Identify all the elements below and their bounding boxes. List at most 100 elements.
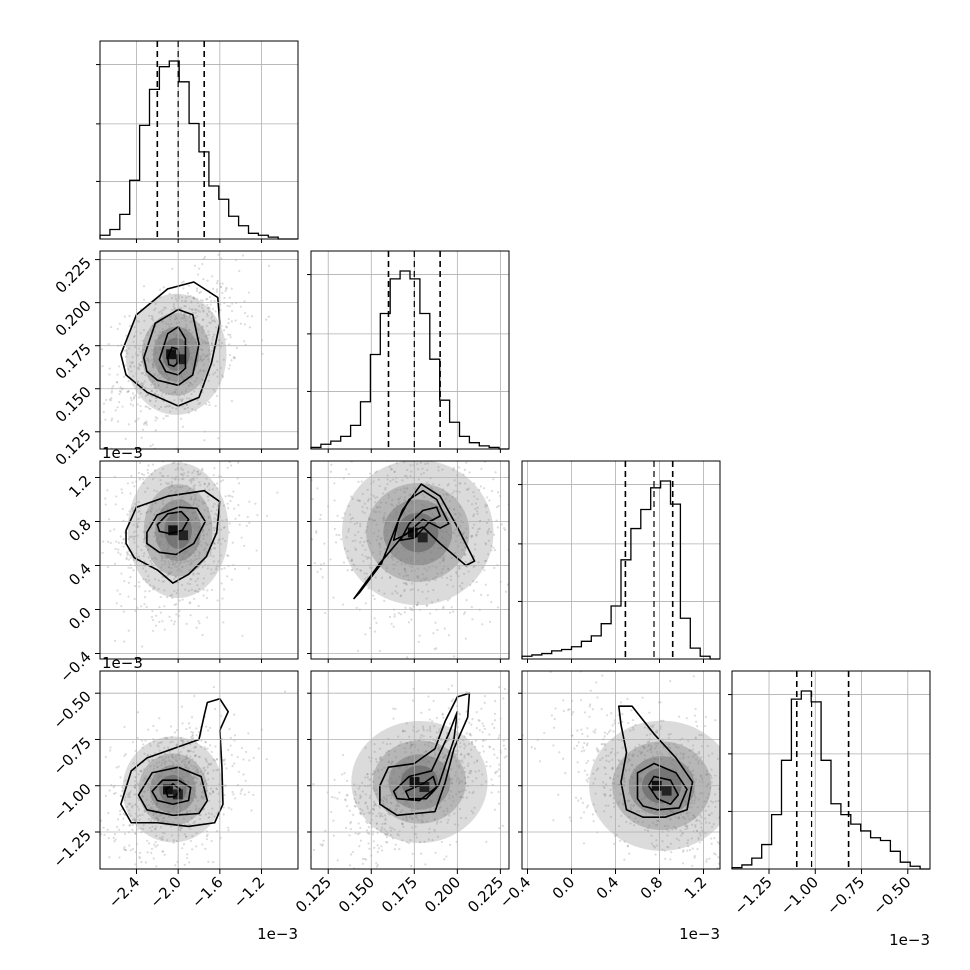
scatter-point [516,811,518,813]
scatter-point [181,565,184,568]
scatter-point [139,391,142,395]
scatter-point [160,516,163,519]
scatter-point [383,538,387,541]
scatter-point [195,289,199,292]
scatter-point [130,535,133,538]
scatter-point [436,628,439,632]
scatter-point [386,540,389,543]
scatter-point [173,486,176,489]
scatter-point [393,613,396,616]
scatter-point [158,377,161,380]
scatter-point [383,803,386,807]
scatter-point [125,556,128,559]
scatter-point [405,841,408,844]
scatter-point [439,772,442,775]
scatter-point [182,552,186,555]
scatter-point [229,744,232,747]
scatter-point [221,291,224,295]
scatter-point [453,532,456,535]
scatter-point [687,756,690,759]
scatter-point [352,813,355,816]
scatter-point [142,285,146,288]
scatter-point [395,585,398,588]
scatter-point [493,753,496,756]
scatter-point [216,541,220,544]
scatter-point [180,299,184,302]
scatter-point [449,536,453,539]
scatter-point [397,497,400,501]
scatter-point [386,478,389,481]
scatter-point [203,439,206,442]
scatter-point [181,348,185,351]
scatter-point [215,769,218,772]
scatter-point [476,510,479,513]
scatter-point [145,420,148,423]
scatter-point [172,801,175,804]
scatter-point [683,800,686,803]
scatter-point [186,750,190,753]
scatter-point [174,755,178,758]
scatter-point [416,499,419,502]
scatter-point [392,781,395,784]
scatter-point [350,558,353,561]
scatter-point [201,468,204,472]
scatter-point [181,741,185,745]
scatter-point [207,499,210,502]
scatter-point [178,773,182,776]
scatter-point [383,766,386,769]
scatter-point [475,726,478,730]
scatter-point [469,772,472,775]
scatter-point [345,536,348,539]
scatter-point [178,545,181,548]
scatter-point [359,568,362,572]
scatter-point [325,870,327,872]
scatter-point [195,781,198,784]
scatter-point [422,800,425,803]
scatter-point [369,566,372,569]
scatter-point [399,456,401,458]
scatter-point [158,540,161,544]
scatter-point [146,471,150,475]
scatter-point [184,319,187,322]
scatter-point [164,752,167,756]
scatter-point [178,757,181,760]
scatter-point [189,358,192,361]
scatter-point [161,502,165,505]
scatter-point [194,754,197,757]
scatter-point [693,816,697,819]
scatter-point [161,798,164,802]
scatter-point [401,822,404,825]
scatter-point [197,604,200,608]
scatter-point [124,753,127,756]
scatter-point [191,733,194,736]
scatter-point [152,360,155,364]
scatter-point [407,756,411,759]
contour-line [151,779,192,806]
scatter-point [228,353,232,357]
scatter-point [213,542,216,545]
scatter-point [212,758,215,761]
scatter-point [722,795,724,797]
scatter-point [174,804,177,807]
scatter-point [308,874,310,876]
scatter-point [194,524,197,527]
scatter-point [228,296,231,299]
scatter-point [492,748,495,751]
scatter-point [302,635,304,637]
scatter-point [190,382,193,385]
scatter-point [721,795,723,797]
scatter-point [200,325,203,328]
scatter-point [404,783,407,786]
scatter-point [424,522,427,525]
scatter-point [166,547,169,551]
scatter-point [398,572,401,576]
scatter-point [427,760,430,763]
scatter-point [178,599,181,602]
scatter-point [421,507,424,511]
scatter-point [399,488,402,491]
scatter-point [195,727,198,730]
scatter-point [426,481,429,484]
scatter-point [414,815,417,819]
scatter-point [713,837,716,840]
scatter-point [730,769,732,771]
